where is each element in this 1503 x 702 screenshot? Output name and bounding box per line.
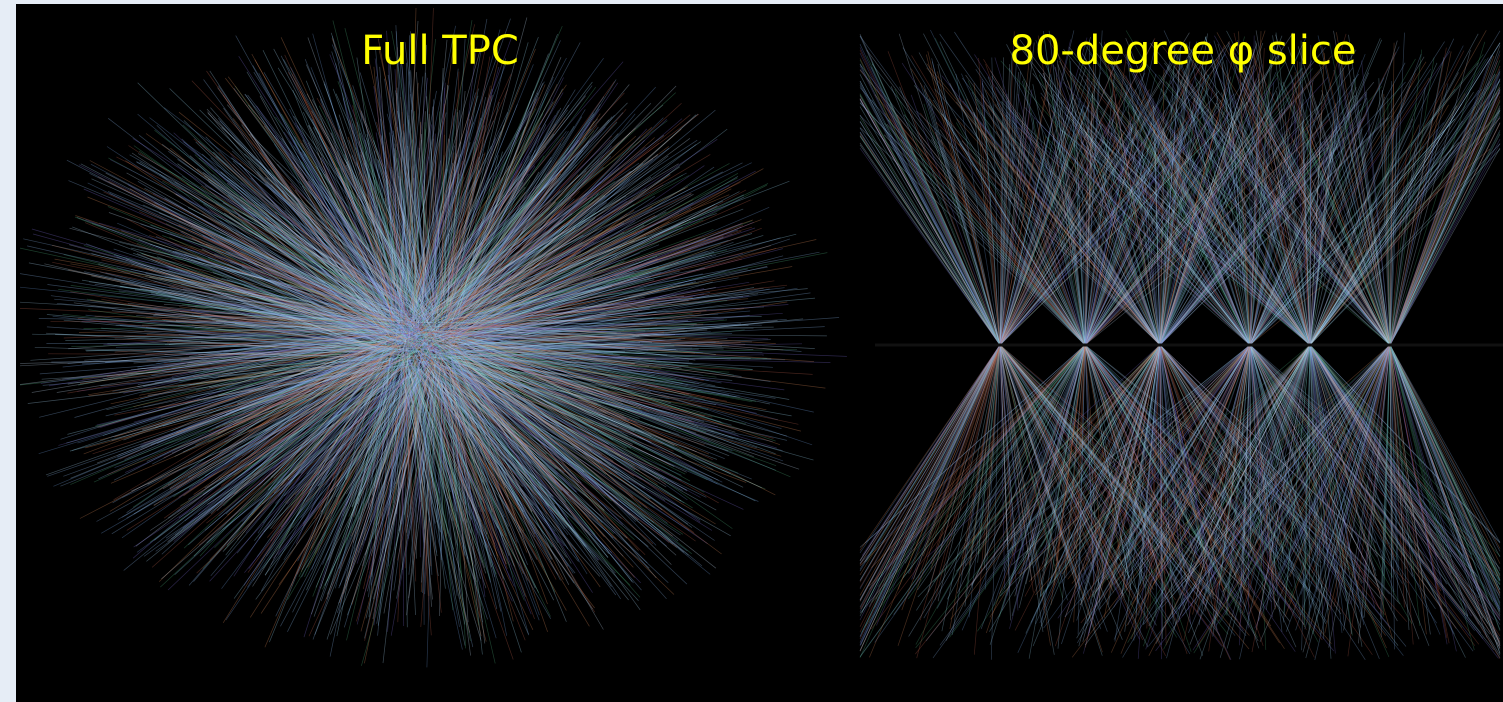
caption: 80-degree φ slice [1010, 28, 1357, 74]
page: Full TPC 80-degree φ slice (() => { cons… [0, 0, 1503, 702]
event-display: Full TPC 80-degree φ slice [0, 0, 1503, 702]
caption: Full TPC [361, 28, 519, 74]
